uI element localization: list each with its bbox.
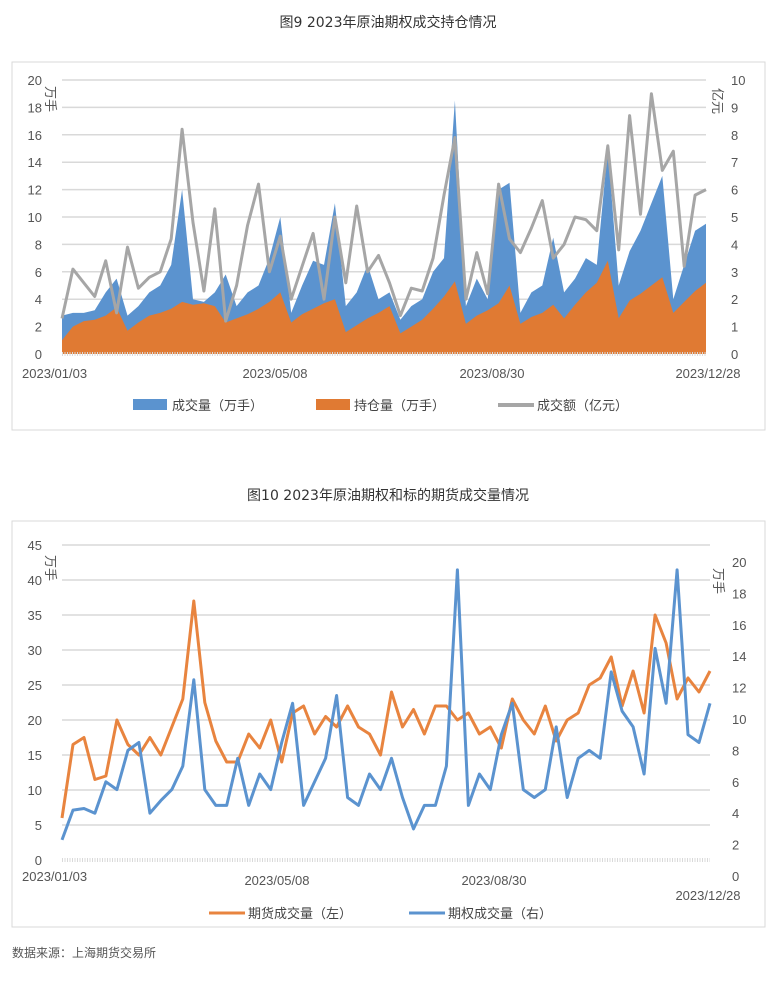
left-axis-tick-label: 14 (28, 155, 42, 170)
right-axis-tick-label: 2 (732, 838, 739, 853)
series-2-area (62, 260, 706, 354)
right-axis-tick-label: 20 (732, 555, 746, 570)
legend-options-label: 期权成交量（右） (448, 906, 552, 922)
left-axis-tick-label: 15 (28, 748, 42, 763)
left-axis-tick-label: 4 (35, 292, 42, 307)
right-axis-tick-label: 7 (731, 155, 738, 170)
left-axis-tick-label: 25 (28, 678, 42, 693)
right-axis-tick-label: 2 (731, 292, 738, 307)
left-axis-tick-label: 40 (28, 573, 42, 588)
chart2-x-tick: 2023/12/28 (675, 888, 740, 903)
left-axis-tick-label: 20 (28, 713, 42, 728)
right-axis-tick-label: 14 (732, 649, 746, 664)
left-axis-tick-label: 10 (28, 783, 42, 798)
chart1-right-unit: 亿元 (710, 88, 725, 114)
chart1-x-tick: 2023/08/30 (459, 366, 524, 381)
left-axis-tick-label: 8 (35, 237, 42, 252)
right-axis-tick-label: 16 (732, 618, 746, 633)
chart2-right-unit: 万手 (711, 568, 726, 594)
chart2-left-unit: 万手 (43, 555, 58, 581)
chart2: 0 5 10 15 20 25 30 35 40 45 0 2 4 6 8 10 12 14 16 18 20 (28, 538, 747, 884)
right-axis-tick-label: 3 (731, 265, 738, 280)
right-axis-tick-label: 6 (731, 183, 738, 198)
chart1-x-tick: 2023/01/03 (22, 366, 87, 381)
legend-oi-swatch (316, 399, 350, 410)
right-axis-tick-label: 0 (731, 347, 738, 362)
legend-volume-swatch (133, 399, 167, 410)
right-axis-tick-label: 10 (731, 73, 745, 88)
chart2-x-tick: 2023/05/08 (244, 873, 309, 888)
series-1-line (60, 599, 712, 819)
right-axis-tick-label: 9 (731, 100, 738, 115)
chart1-x-tick: 2023/12/28 (675, 366, 740, 381)
left-axis-tick-label: 30 (28, 643, 42, 658)
source-note: 数据来源：上海期货交易所 (12, 945, 156, 960)
legend-oi-label: 持仓量（万手） (354, 399, 445, 414)
left-axis-tick-label: 20 (28, 73, 42, 88)
legend-turnover-label: 成交额（亿元） (537, 398, 628, 414)
left-axis-tick-label: 18 (28, 100, 42, 115)
left-axis-tick-label: 6 (35, 265, 42, 280)
right-axis-tick-label: 5 (731, 210, 738, 225)
left-axis-tick-label: 10 (28, 210, 42, 225)
legend-volume-label: 成交量（万手） (172, 398, 263, 414)
chart1-title: 图9 2023年原油期权成交持仓情况 (280, 14, 497, 31)
chart2-title: 图10 2023年原油期权和标的期货成交量情况 (247, 487, 529, 504)
left-axis-tick-label: 0 (35, 853, 42, 868)
series-2-line (60, 568, 712, 841)
right-axis-tick-label: 18 (732, 586, 746, 601)
left-axis-tick-label: 35 (28, 608, 42, 623)
chart2-frame (11, 520, 766, 928)
chart1-x-tick: 2023/05/08 (242, 366, 307, 381)
left-axis-tick-label: 5 (35, 818, 42, 833)
right-axis-tick-label: 0 (732, 869, 739, 884)
right-axis-tick-label: 8 (732, 743, 739, 758)
chart2-x-tick: 2023/01/03 (22, 869, 87, 884)
legend-futures-label: 期货成交量（左） (248, 906, 352, 922)
left-axis-tick-label: 2 (35, 320, 42, 335)
left-axis-tick-label: 12 (28, 183, 42, 198)
right-axis-tick-label: 1 (731, 320, 738, 335)
chart2-x-tick: 2023/08/30 (461, 873, 526, 888)
right-axis-tick-label: 8 (731, 128, 738, 143)
series-3-line (60, 92, 707, 323)
chart1-left-unit: 万手 (43, 86, 58, 112)
left-axis-tick-label: 45 (28, 538, 42, 553)
chart1-frame (11, 61, 766, 431)
right-axis-tick-label: 4 (731, 237, 738, 252)
right-axis-tick-label: 6 (732, 775, 739, 790)
left-axis-tick-label: 16 (28, 128, 42, 143)
left-axis-tick-label: 0 (35, 347, 42, 362)
right-axis-tick-label: 4 (732, 806, 739, 821)
right-axis-tick-label: 10 (732, 712, 746, 727)
right-axis-tick-label: 12 (732, 681, 746, 696)
